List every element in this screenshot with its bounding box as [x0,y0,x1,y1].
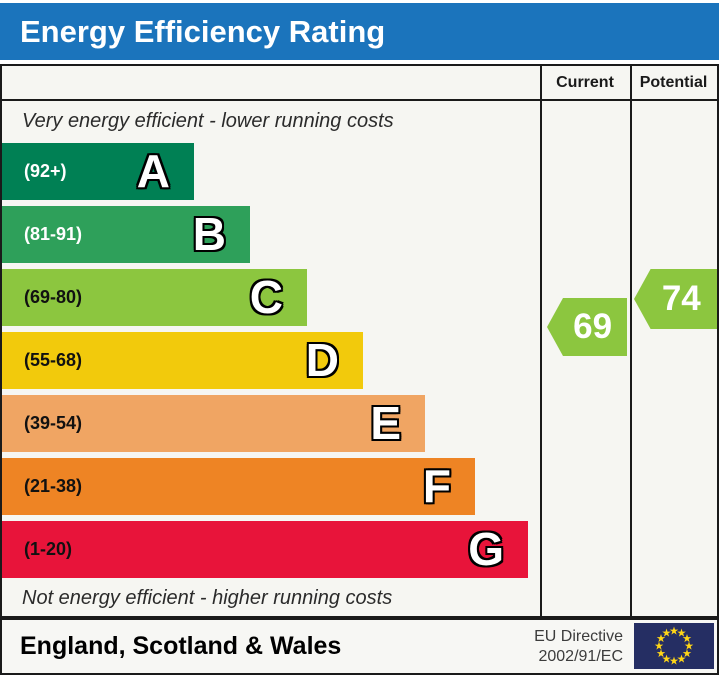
current-rating-value: 69 [573,307,613,346]
current-rating-arrow: 69 [547,298,627,356]
band-f-range: (21-38) [24,476,83,496]
band-c-letter: C [249,271,283,323]
band-d-bar: (55-68) D [2,332,363,389]
band-c-bar: (69-80) C [2,269,307,326]
bottom-note: Not energy efficient - higher running co… [22,587,393,609]
title-bar: Energy Efficiency Rating [0,3,719,60]
band-e: (39-54) E [2,395,425,452]
band-f: (21-38) F [2,458,475,515]
potential-column-divider [630,66,632,616]
top-note: Very energy efficient - lower running co… [22,110,394,132]
band-e-bar: (39-54) E [2,395,425,452]
band-a-letter: A [136,145,170,197]
band-b-bar: (81-91) B [2,206,250,263]
footer: England, Scotland & Wales EU Directive 2… [0,618,719,675]
band-a: (92+) A [2,143,194,200]
header-divider [2,99,717,101]
band-c: (69-80) C [2,269,307,326]
band-e-range: (39-54) [24,413,83,433]
eu-directive-line1: EU Directive [534,628,623,645]
band-b-letter: B [192,208,226,260]
region-label: England, Scotland & Wales [20,632,342,660]
eu-flag-icon [634,623,714,669]
band-e-letter: E [370,397,401,449]
eu-directive-line2: 2002/91/EC [538,648,623,665]
page-title: Energy Efficiency Rating [20,14,386,49]
current-column-header: Current [556,74,614,91]
band-g: (1-20) G [2,521,528,578]
potential-rating-arrow: 74 [634,269,717,329]
band-a-range: (92+) [24,161,67,181]
eu-directive-label: EU Directive 2002/91/EC [534,627,623,667]
potential-rating-value: 74 [661,279,701,318]
band-g-letter: G [468,523,504,575]
band-f-bar: (21-38) F [2,458,475,515]
band-f-letter: F [422,460,451,512]
band-a-bar: (92+) A [2,143,194,200]
current-column-divider [540,66,542,616]
band-d: (55-68) D [2,332,363,389]
band-d-range: (55-68) [24,350,83,370]
potential-column-header: Potential [639,74,708,91]
band-c-range: (69-80) [24,287,83,307]
band-b-range: (81-91) [24,224,83,244]
band-d-letter: D [305,334,339,386]
band-g-bar: (1-20) G [2,521,528,578]
band-g-range: (1-20) [24,539,73,559]
band-b: (81-91) B [2,206,250,263]
rating-table: Current Potential Very energy efficient … [0,64,719,618]
